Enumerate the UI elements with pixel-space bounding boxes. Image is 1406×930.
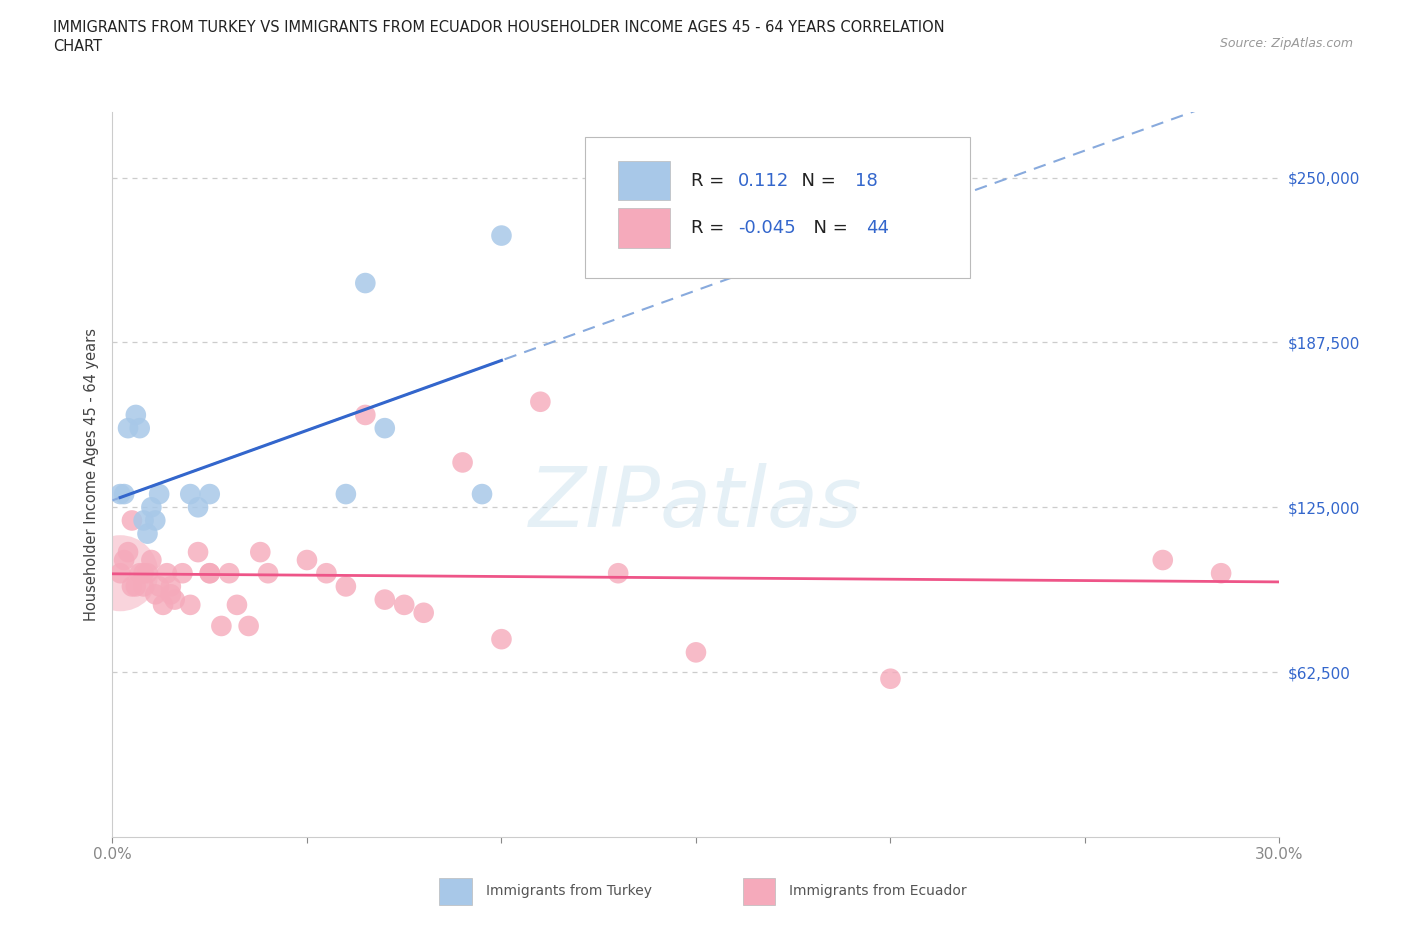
Point — [249, 545, 271, 560]
Point — [163, 592, 186, 607]
Point — [1209, 565, 1232, 580]
Point — [143, 587, 166, 602]
Point — [141, 552, 163, 567]
Point — [491, 631, 513, 646]
Point — [412, 605, 434, 620]
Point — [110, 565, 132, 580]
Text: 18: 18 — [855, 171, 877, 190]
Point — [529, 394, 551, 409]
Text: 0.112: 0.112 — [738, 171, 789, 190]
Text: Source: ZipAtlas.com: Source: ZipAtlas.com — [1219, 37, 1353, 50]
Text: N =: N = — [803, 219, 853, 236]
Text: CHART: CHART — [53, 39, 103, 54]
Point — [374, 420, 396, 435]
Point — [110, 486, 132, 501]
Text: IMMIGRANTS FROM TURKEY VS IMMIGRANTS FROM ECUADOR HOUSEHOLDER INCOME AGES 45 - 6: IMMIGRANTS FROM TURKEY VS IMMIGRANTS FRO… — [53, 20, 945, 35]
Point — [148, 579, 170, 594]
FancyBboxPatch shape — [585, 137, 970, 278]
Text: R =: R = — [692, 171, 730, 190]
Point — [121, 513, 143, 528]
Point — [491, 228, 513, 243]
FancyBboxPatch shape — [439, 878, 472, 905]
Point — [172, 565, 194, 580]
Point — [1152, 552, 1174, 567]
Text: Immigrants from Ecuador: Immigrants from Ecuador — [789, 884, 967, 898]
Point — [112, 552, 135, 567]
Point — [471, 486, 494, 501]
Point — [136, 526, 159, 541]
Point — [128, 565, 150, 580]
Point — [128, 420, 150, 435]
Text: R =: R = — [692, 219, 730, 236]
Text: -0.045: -0.045 — [738, 219, 796, 236]
Point — [335, 579, 357, 594]
Point — [117, 545, 139, 560]
Point — [451, 455, 474, 470]
Point — [335, 486, 357, 501]
FancyBboxPatch shape — [617, 207, 671, 247]
Y-axis label: Householder Income Ages 45 - 64 years: Householder Income Ages 45 - 64 years — [83, 327, 98, 621]
Point — [354, 275, 377, 290]
Point — [374, 592, 396, 607]
Point — [132, 579, 155, 594]
Point — [179, 486, 201, 501]
Point — [209, 618, 232, 633]
Point — [295, 552, 318, 567]
Point — [187, 545, 209, 560]
Point — [179, 597, 201, 612]
Point — [160, 579, 183, 594]
Point — [160, 587, 183, 602]
Text: ZIPatlas: ZIPatlas — [529, 463, 863, 544]
Point — [238, 618, 260, 633]
Point — [198, 565, 221, 580]
Point — [136, 565, 159, 580]
Text: N =: N = — [790, 171, 842, 190]
Point — [198, 486, 221, 501]
Point — [879, 671, 901, 686]
Text: 44: 44 — [866, 219, 890, 236]
Point — [685, 644, 707, 659]
Point — [125, 407, 148, 422]
Point — [152, 597, 174, 612]
Point — [226, 597, 249, 612]
Point — [112, 486, 135, 501]
Point — [187, 499, 209, 514]
Point — [198, 565, 221, 580]
Point — [354, 407, 377, 422]
Point — [117, 420, 139, 435]
Point — [607, 565, 630, 580]
Point — [315, 565, 337, 580]
FancyBboxPatch shape — [742, 878, 775, 905]
Point — [132, 513, 155, 528]
Point — [125, 579, 148, 594]
Point — [148, 486, 170, 501]
Point — [121, 579, 143, 594]
Point — [141, 499, 163, 514]
Point — [110, 565, 132, 580]
Point — [394, 597, 416, 612]
FancyBboxPatch shape — [617, 161, 671, 201]
Point — [132, 565, 155, 580]
Text: Immigrants from Turkey: Immigrants from Turkey — [486, 884, 652, 898]
Point — [156, 565, 179, 580]
Point — [218, 565, 240, 580]
Point — [257, 565, 280, 580]
Point — [143, 513, 166, 528]
